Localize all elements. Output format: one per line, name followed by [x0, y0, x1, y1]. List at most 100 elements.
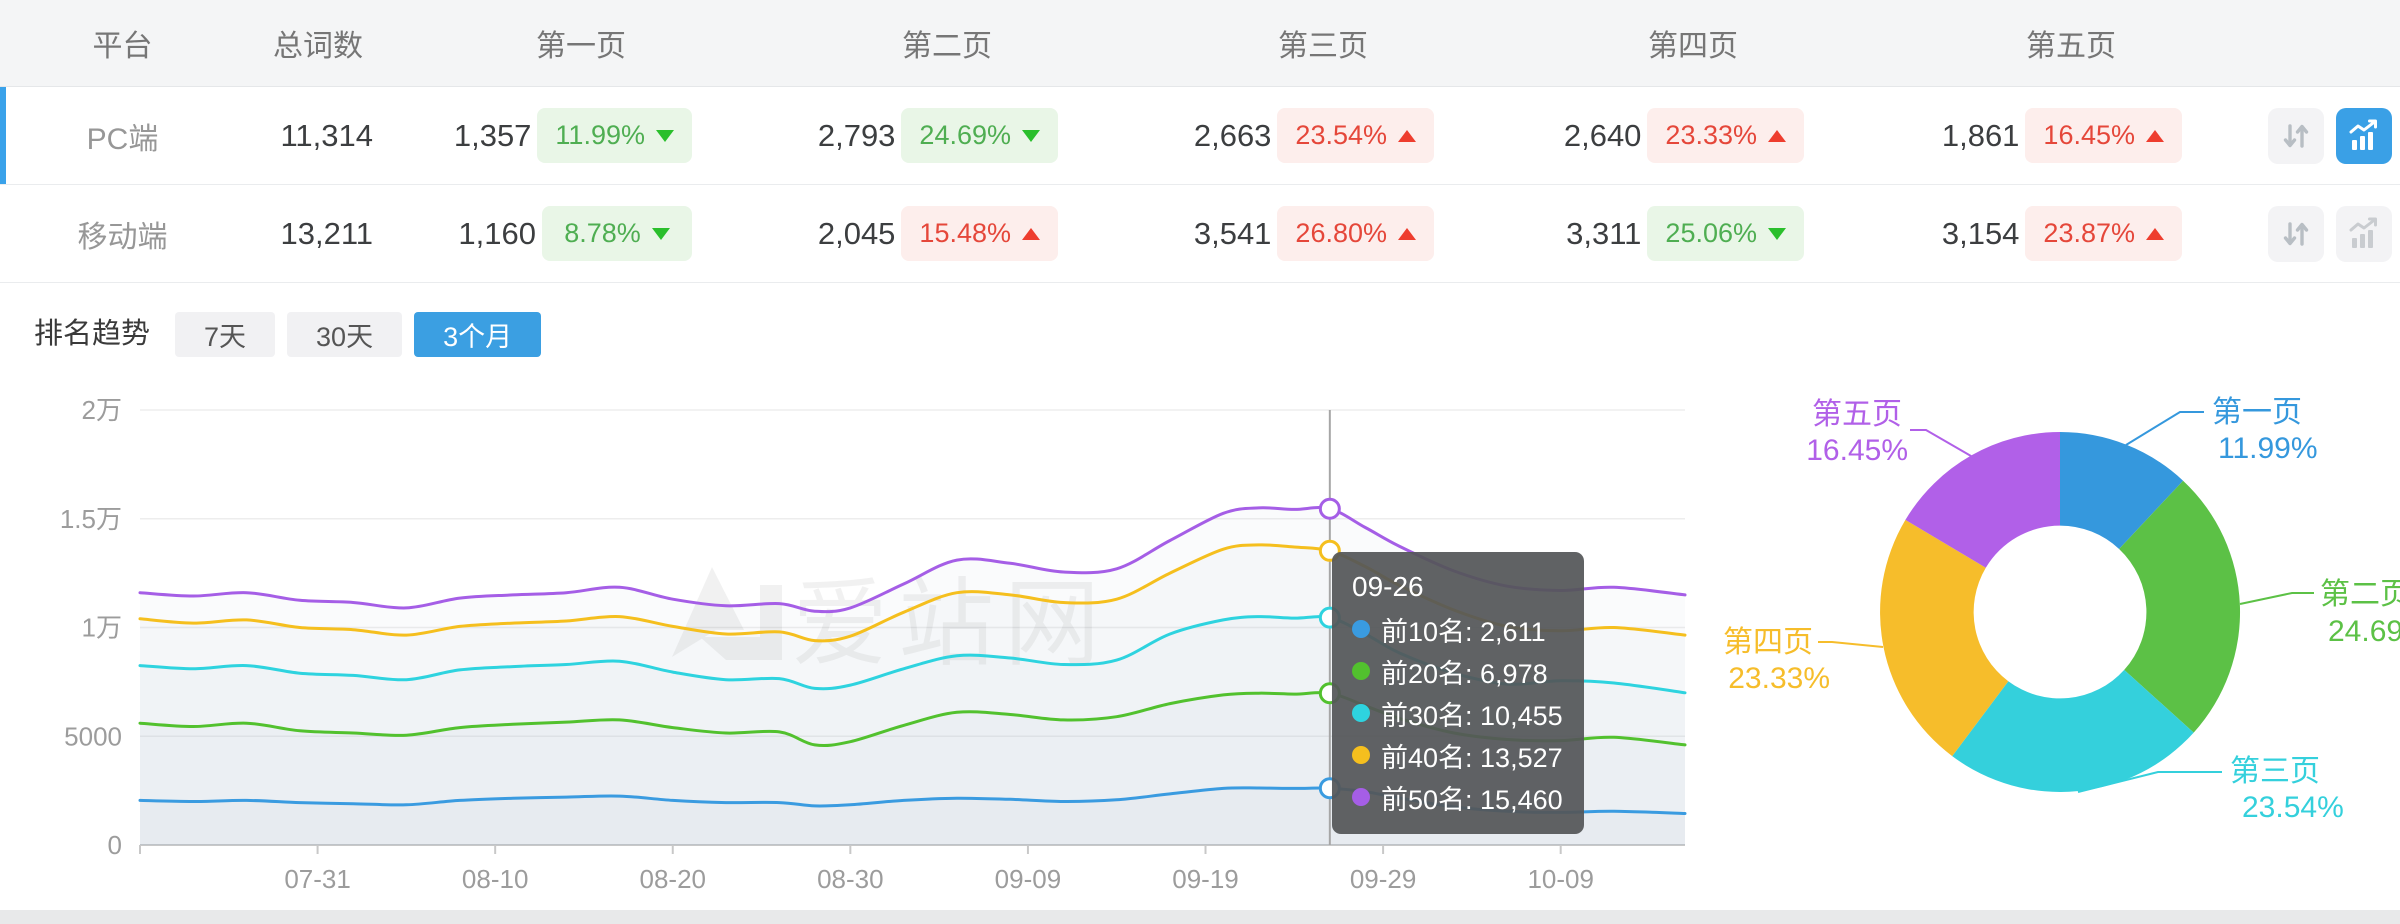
- page-3-cell: 2,663 23.54%: [1066, 108, 1442, 163]
- page-2-change-badge: 15.48%: [901, 206, 1058, 261]
- page-3-count: 2,663: [1193, 117, 1272, 153]
- watermark: 爱站网: [672, 567, 1110, 678]
- x-axis-label: 08-20: [640, 864, 707, 894]
- table-row-pc[interactable]: PC端 11,314 1,357 11.99% 2,793 24.69% 2,663 23.5…: [0, 87, 2400, 185]
- triangle-down-icon: [1022, 129, 1040, 142]
- y-axis-label: 2万: [82, 395, 122, 425]
- highlight-marker-4: [1318, 497, 1341, 520]
- page-3-change-badge: 23.54%: [1277, 108, 1434, 163]
- triangle-up-icon: [1398, 129, 1416, 142]
- change-percent: 24.69%: [919, 120, 1011, 150]
- page-1-count: 1,160: [458, 215, 536, 251]
- triangle-up-icon: [2146, 227, 2164, 240]
- donut-slice-label-1: 第二页: [2320, 578, 2400, 611]
- y-axis-label: 0: [108, 830, 122, 860]
- page-2-count: 2,045: [817, 215, 896, 251]
- legend-dot-icon: [1352, 746, 1370, 764]
- tab-range-0[interactable]: 7天: [175, 312, 276, 357]
- donut-slice-4[interactable]: [1905, 432, 2060, 568]
- sort-arrows-icon: [2283, 123, 2309, 148]
- donut-slice-0[interactable]: [2060, 432, 2184, 549]
- page-5-change-badge: 23.87%: [2025, 206, 2182, 261]
- triangle-up-icon: [1768, 129, 1786, 142]
- show-trend-chart-button[interactable]: [2336, 107, 2392, 164]
- tooltip-item-2: 前30名: 10,455: [1352, 692, 1563, 734]
- x-axis-label: 10-09: [1527, 864, 1594, 894]
- trend-chart-icon: [2349, 217, 2377, 248]
- tooltip-item-text: 前10名: 2,611: [1381, 616, 1546, 647]
- watermark-text: 爱站网: [792, 571, 1110, 678]
- trend-chart-icon: [2349, 119, 2377, 150]
- tooltip-item-text: 前20名: 6,978: [1381, 658, 1548, 689]
- page-4-cell: 3,311 25.06%: [1442, 206, 1812, 261]
- legend-dot-icon: [1352, 704, 1370, 722]
- page-1-change-badge: 8.78%: [542, 206, 692, 261]
- col-header-page-3: 第三页: [1278, 30, 1368, 63]
- row-actions: [2260, 205, 2400, 262]
- change-percent: 11.99%: [555, 120, 645, 150]
- col-header-page-1: 第一页: [536, 30, 626, 63]
- donut-slice-2[interactable]: [1952, 669, 2194, 793]
- show-trend-chart-button[interactable]: [2336, 205, 2392, 262]
- trend-section-title: 排名趋势: [34, 318, 151, 350]
- legend-dot-icon: [1352, 788, 1370, 806]
- page-4-count: 2,640: [1563, 117, 1642, 153]
- donut-slice-percent-3: 23.33%: [1728, 662, 1830, 695]
- x-axis-label: 08-30: [817, 864, 884, 894]
- donut-label-leader-4: [1910, 429, 1972, 457]
- x-axis-label: 09-29: [1350, 864, 1417, 894]
- donut-slice-3[interactable]: [1880, 519, 2009, 757]
- legend-dot-icon: [1352, 662, 1370, 680]
- page-4-count: 3,311: [1566, 215, 1642, 251]
- y-axis-label: 5000: [64, 721, 122, 751]
- page-4-change-badge: 25.06%: [1647, 206, 1804, 261]
- donut-slice-1[interactable]: [2119, 480, 2241, 733]
- page-4-change-badge: 23.33%: [1647, 108, 1804, 163]
- table-row-mobile[interactable]: 移动端 13,211 1,160 8.78% 2,045 15.48% 3,541 26.80…: [0, 185, 2400, 283]
- change-percent: 25.06%: [1665, 218, 1757, 248]
- bottom-strip: [0, 910, 2400, 924]
- page-5-change-badge: 16.45%: [2025, 108, 2182, 163]
- page-5-cell: 3,154 23.87%: [1812, 206, 2190, 261]
- tooltip-item-0: 前10名: 2,611: [1352, 608, 1562, 650]
- page-3-change-badge: 26.80%: [1277, 206, 1434, 261]
- tab-range-1[interactable]: 30天: [287, 312, 403, 357]
- donut-label-leader-0: [2125, 411, 2204, 446]
- triangle-down-icon: [1768, 227, 1786, 240]
- tab-range-2[interactable]: 3个月: [414, 312, 542, 357]
- tooltip-item-text: 前50名: 15,460: [1381, 784, 1563, 815]
- tooltip-date: 09-26: [1352, 571, 1424, 602]
- col-header-page-2: 第二页: [902, 30, 992, 63]
- page-1-change-badge: 11.99%: [537, 108, 692, 163]
- tooltip-item-4: 前50名: 15,460: [1352, 776, 1563, 818]
- change-percent: 26.80%: [1295, 218, 1387, 248]
- x-axis-label: 08-10: [462, 864, 529, 894]
- sort-button[interactable]: [2268, 205, 2324, 262]
- page-2-cell: 2,793 24.69%: [700, 108, 1066, 163]
- change-percent: 15.48%: [919, 218, 1011, 248]
- table-body: PC端 11,314 1,357 11.99% 2,793 24.69% 2,663 23.5…: [0, 87, 2400, 283]
- page-5-count: 3,154: [1941, 215, 2020, 251]
- triangle-down-icon: [656, 129, 674, 142]
- sort-button[interactable]: [2268, 107, 2324, 164]
- col-header-page-4: 第四页: [1648, 30, 1738, 63]
- col-header-page-5: 第五页: [2026, 30, 2116, 63]
- row-actions: [2260, 107, 2400, 164]
- table-header-row: 平台 总词数 第一页 第二页 第三页 第四页 第五页: [0, 0, 2400, 87]
- page-2-count: 2,793: [817, 117, 896, 153]
- x-axis-label: 09-19: [1172, 864, 1239, 894]
- trend-range-tabs: 7天 30天 3个月: [175, 312, 542, 357]
- donut-slice-label-0: 第一页: [2212, 396, 2302, 429]
- x-axis-label: 09-09: [995, 864, 1062, 894]
- donut-label-leader-1: [2239, 592, 2314, 605]
- change-percent: 23.87%: [2043, 218, 2135, 248]
- col-header-platform: 平台: [92, 30, 153, 63]
- y-axis-label: 1.5万: [60, 504, 122, 534]
- legend-dot-icon: [1352, 620, 1370, 638]
- total-words-cell: 13,211: [280, 215, 373, 251]
- change-percent: 16.45%: [2043, 120, 2135, 150]
- tooltip-item-3: 前40名: 13,527: [1352, 734, 1563, 776]
- donut-slice-percent-2: 23.54%: [2242, 791, 2344, 824]
